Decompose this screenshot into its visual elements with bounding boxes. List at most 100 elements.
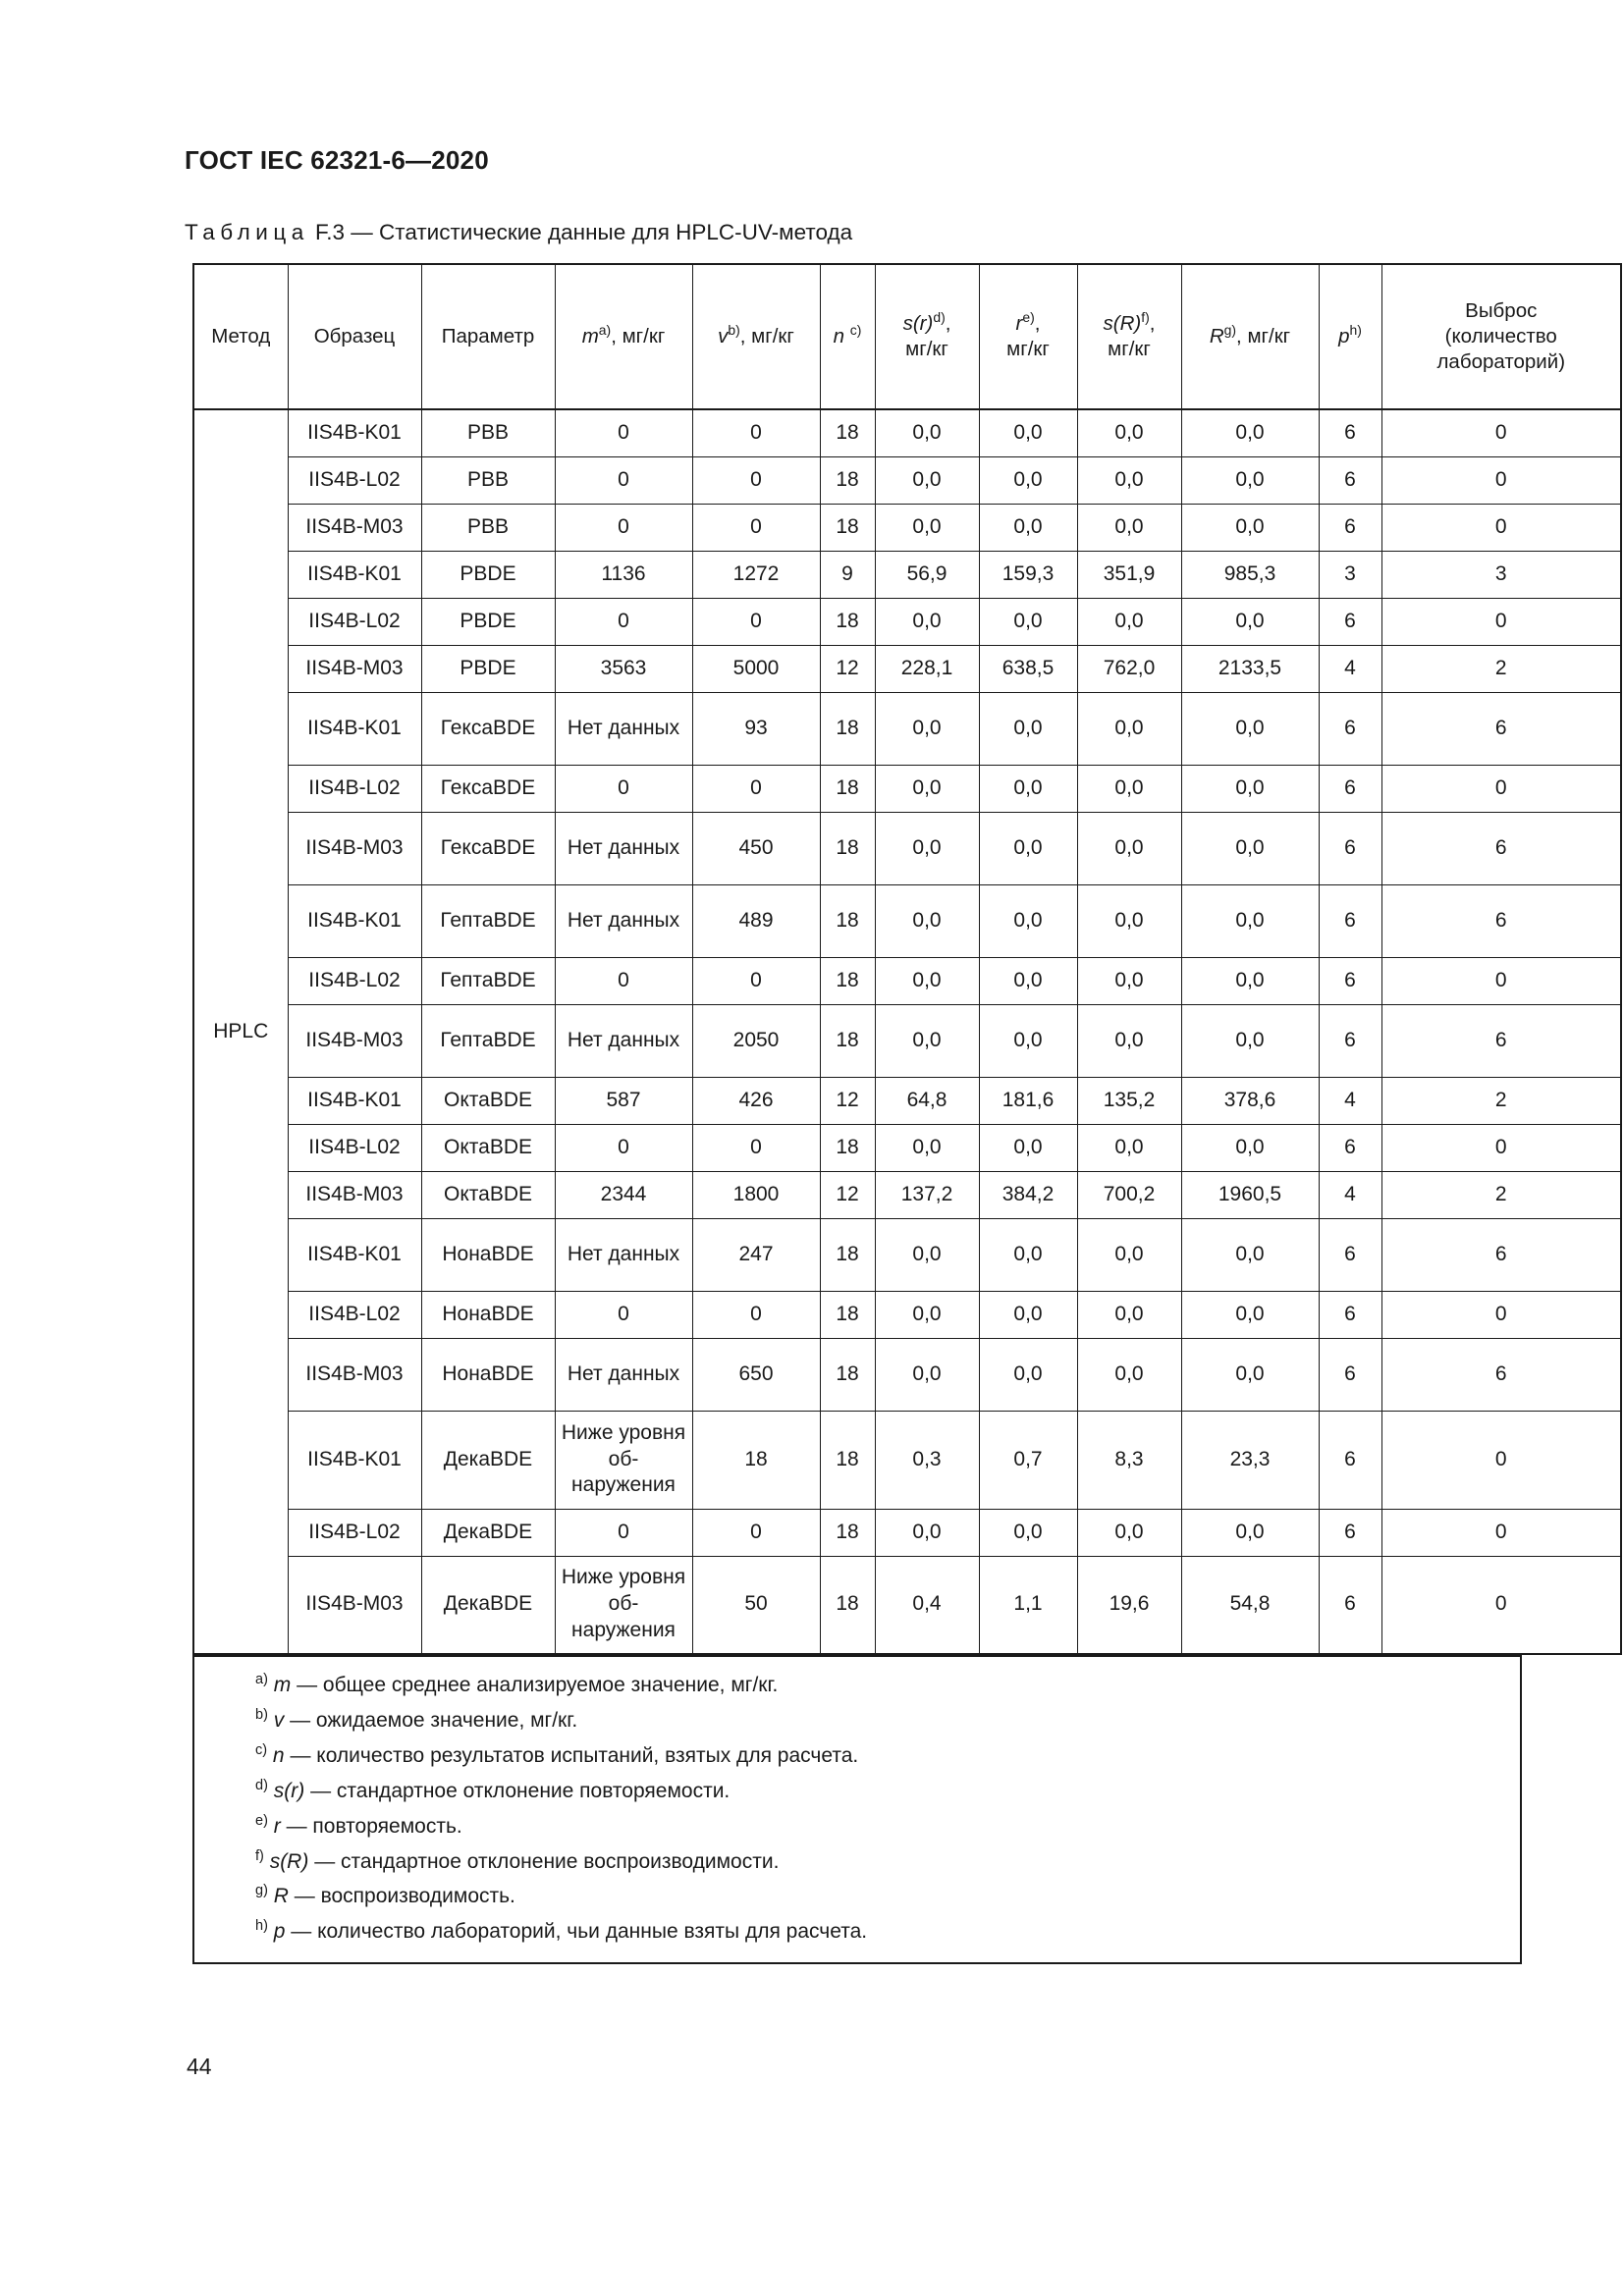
cell-m: Ниже уровня об- наружения (554, 1410, 693, 1510)
cell-parameter: ГептаBDE (420, 956, 556, 1005)
table-row: IIS4B-L02 НонаBDE 0 0 18 0,0 0,0 0,0 0,0 6 0 (193, 1290, 1622, 1339)
footnote: e) r — повторяемость. (255, 1813, 1510, 1837)
cell-v: 247 (691, 1217, 821, 1292)
cell-m: 0 (554, 1290, 693, 1339)
cell-r: 0,0 (978, 764, 1078, 813)
cell-sample: IIS4B-L02 (287, 455, 422, 505)
footnote-list: a) m — общее среднее анализируемое значе… (255, 1673, 1510, 1943)
table-row: IIS4B-K01 ГептаBDE Нет данных 489 18 0,0 0,0 0,… (193, 883, 1622, 958)
cell-r: 0,0 (978, 1123, 1078, 1172)
cell-p: 6 (1318, 691, 1382, 766)
header-R-unit: , мг/кг (1236, 324, 1291, 347)
cell-sR: 0,0 (1076, 1508, 1182, 1557)
footnote-symbol: s(R) (263, 1849, 309, 1873)
cell-R: 0,0 (1180, 1508, 1320, 1557)
cell-n: 18 (819, 1508, 876, 1557)
cell-m: Нет данных (554, 691, 693, 766)
cell-outlier: 6 (1380, 811, 1622, 885)
caption-label: Таблица (185, 220, 309, 244)
cell-sample: IIS4B-K01 (287, 883, 422, 958)
cell-parameter: ГексаBDE (420, 764, 556, 813)
cell-r: 0,0 (978, 1217, 1078, 1292)
cell-v: 0 (691, 408, 821, 457)
cell-r: 0,0 (978, 597, 1078, 646)
cell-outlier: 0 (1380, 455, 1622, 505)
header-sR-sup: f) (1141, 308, 1150, 325)
cell-r: 0,0 (978, 455, 1078, 505)
cell-sr: 0,3 (874, 1410, 980, 1510)
cell-sample: IIS4B-M03 (287, 1337, 422, 1412)
cell-n: 18 (819, 883, 876, 958)
header-sr-sup: d) (933, 308, 946, 325)
cell-v: 0 (691, 455, 821, 505)
table-row: IIS4B-K01 PBDE 1136 1272 9 56,9 159,3 351,9 985,… (193, 550, 1622, 599)
header-sr-unit: мг/кг (905, 338, 948, 360)
cell-sr: 137,2 (874, 1170, 980, 1219)
header-p-sup: h) (1349, 322, 1362, 339)
cell-sr: 56,9 (874, 550, 980, 599)
cell-outlier: 0 (1380, 1290, 1622, 1339)
header-sample: Образец (287, 263, 422, 410)
cell-m: Нет данных (554, 1217, 693, 1292)
table-row: IIS4B-K01 ОктаBDE 587 426 12 64,8 181,6 135,2 37… (193, 1076, 1622, 1125)
caption-number: F.3 (315, 220, 346, 244)
cell-n: 18 (819, 811, 876, 885)
footnote-text: — стандартное отклонение воспроизводимос… (308, 1849, 780, 1873)
cell-m: Нет данных (554, 1337, 693, 1412)
footnote: d) s(r) — стандартное отклонение повторя… (255, 1778, 1510, 1802)
footnote-symbol: n (267, 1743, 285, 1767)
cell-sR: 0,0 (1076, 503, 1182, 552)
header-n: n c) (819, 263, 876, 410)
cell-R: 0,0 (1180, 1003, 1320, 1078)
cell-sample: IIS4B-K01 (287, 408, 422, 457)
cell-v: 650 (691, 1337, 821, 1412)
cell-m: 3563 (554, 644, 693, 693)
cell-m: Нет данных (554, 883, 693, 958)
cell-sample: IIS4B-K01 (287, 1217, 422, 1292)
header-outlier-line2: (количество (1444, 324, 1557, 347)
header-R-sup: g) (1223, 322, 1237, 339)
cell-v: 1800 (691, 1170, 821, 1219)
cell-sr: 0,0 (874, 597, 980, 646)
cell-sample: IIS4B-K01 (287, 1076, 422, 1125)
cell-n: 18 (819, 597, 876, 646)
cell-sR: 8,3 (1076, 1410, 1182, 1510)
cell-sR: 351,9 (1076, 550, 1182, 599)
cell-outlier: 2 (1380, 1076, 1622, 1125)
table-row: IIS4B-L02 ОктаBDE 0 0 18 0,0 0,0 0,0 0,0 6 0 (193, 1123, 1622, 1172)
header-r-symbol: r (1015, 311, 1023, 335)
cell-sR: 0,0 (1076, 764, 1182, 813)
header-n-symbol: n (833, 324, 845, 347)
cell-p: 6 (1318, 455, 1382, 505)
header-sr: s(r)d), мг/кг (874, 263, 980, 410)
cell-sr: 0,0 (874, 1337, 980, 1412)
cell-r: 638,5 (978, 644, 1078, 693)
cell-sR: 0,0 (1076, 408, 1182, 457)
cell-p: 6 (1318, 883, 1382, 958)
cell-sR: 0,0 (1076, 811, 1182, 885)
cell-v: 0 (691, 764, 821, 813)
page-number: 44 (187, 2054, 212, 2079)
cell-sample: IIS4B-L02 (287, 597, 422, 646)
cell-sR: 19,6 (1076, 1555, 1182, 1655)
cell-sample: IIS4B-L02 (287, 956, 422, 1005)
cell-n: 18 (819, 1217, 876, 1292)
cell-sr: 0,0 (874, 764, 980, 813)
cell-n: 18 (819, 1123, 876, 1172)
cell-v: 0 (691, 956, 821, 1005)
cell-v: 0 (691, 1290, 821, 1339)
cell-n: 9 (819, 550, 876, 599)
caption-dash: — (351, 220, 373, 244)
cell-n: 18 (819, 1337, 876, 1412)
cell-sr: 0,0 (874, 1217, 980, 1292)
cell-parameter: НонаBDE (420, 1290, 556, 1339)
cell-p: 4 (1318, 644, 1382, 693)
footnote-text: — стандартное отклонение повторяемости. (304, 1779, 731, 1802)
cell-sr: 0,0 (874, 691, 980, 766)
header-R: Rg), мг/кг (1180, 263, 1320, 410)
cell-r: 0,0 (978, 503, 1078, 552)
cell-R: 985,3 (1180, 550, 1320, 599)
cell-r: 0,0 (978, 1290, 1078, 1339)
cell-n: 18 (819, 956, 876, 1005)
cell-parameter: НонаBDE (420, 1217, 556, 1292)
